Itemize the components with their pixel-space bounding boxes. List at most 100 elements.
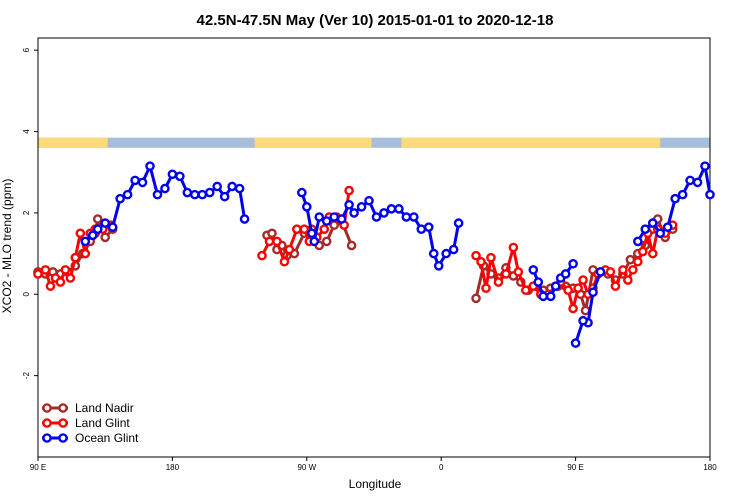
land-glint-point [638,246,648,257]
ocean-glint-point [433,261,444,271]
ocean-glint-point [655,228,666,239]
ocean-glint-point [175,171,185,182]
legend-marker [58,433,68,443]
ocean-glint-point [595,267,606,277]
ocean-glint-point [301,202,312,212]
land-glint-point [501,269,511,279]
ocean-glint-point [234,183,245,194]
legend-item-land-nadir: Land Nadir [42,401,134,415]
legend-label: Land Glint [75,416,130,430]
land-glint-point [40,265,51,275]
ocean-glint-point [394,204,404,214]
land-glint-point [344,185,354,196]
chart-title: 42.5N-47.5N May (Ver 10) 2015-01-01 to 2… [197,12,554,29]
ocean-glint-point [227,181,237,192]
land-glint-point [628,265,638,275]
land-glint-point [623,275,633,285]
legend-marker [42,403,52,413]
land-glint-point [647,248,658,259]
land-glint-point [70,252,81,263]
axes: 90 E 180 90 W 0 90 E 180 -2 0 2 4 6 [22,37,717,472]
land-glint-point [508,242,519,253]
ocean-glint-point [560,269,571,279]
land-glint-point [65,273,76,283]
x-tick-label: 180 [703,463,717,472]
ocean-glint-point [662,222,673,232]
ocean-glint-point [570,338,581,348]
ocean-glint-point [371,212,382,222]
land-nadir-point [471,293,481,304]
land-glint-point [55,277,66,287]
land-nadir-point [321,236,332,247]
ocean-glint-point [633,236,643,247]
ocean-glint-point [92,224,103,234]
x-tick-label: 0 [439,463,444,472]
land-nadir-point [329,220,339,230]
ocean-glint-point [364,195,374,206]
land-band-segment [38,137,108,148]
ocean-glint-point [309,236,320,247]
land-glint-point [521,285,531,296]
ocean-glint-point [423,222,434,232]
land-glint-point [476,256,486,267]
ocean-glint-point [239,214,250,224]
ocean-glint-point [453,218,464,228]
land-nadir-point [625,254,636,265]
ocean-glint-point [448,244,459,255]
y-tick-label: 6 [22,47,31,52]
ocean-glint-point [306,228,317,239]
x-tick-label: 90 E [567,463,583,472]
x-tick-label: 90 E [30,463,46,472]
ocean-glint-point [336,214,347,224]
land-glint-point [573,283,583,293]
ocean-glint-point [379,208,389,218]
ocean-glint-point [182,187,193,198]
ocean-glint-point [329,212,339,222]
land-nadir-point [100,232,110,243]
ocean-glint-point [344,199,354,210]
ocean-glint-point [386,204,397,214]
ocean-glint-point [152,189,163,200]
ocean-glint-point [640,224,651,234]
land-glint-point [299,224,310,234]
ocean-band [38,137,710,148]
ocean-glint-point [670,193,680,204]
ocean-glint-point [297,187,307,198]
legend-item-land-glint: Land Glint [42,416,130,430]
ocean-glint-point [528,265,539,275]
ocean-glint-point [349,208,359,218]
ocean-glint-point [705,189,715,200]
ocean-glint-point [107,222,118,232]
land-glint-point [471,250,481,261]
x-tick-label: 90 W [297,463,316,472]
land-nadir-point [580,305,591,316]
land-glint-point [80,248,91,259]
land-nadir-point [346,240,357,251]
ocean-glint-point [212,181,222,192]
ocean-glint-point [428,248,439,259]
x-axis-label: Longitude [349,477,402,491]
land-glint-point [33,269,43,279]
land-glint-point [633,256,643,267]
ocean-glint-point [685,175,695,186]
ocean-glint-point [647,218,658,228]
ocean-glint-point [137,177,148,188]
y-axis-label: XCO2 - MLO trend (ppm) [0,179,14,314]
land-ocean-band [38,137,710,148]
land-glint-point [563,285,573,296]
land-glint-point [284,244,295,255]
land-glint-point [264,236,275,247]
ocean-glint-point [533,277,544,287]
legend-item-ocean-glint: Ocean Glint [42,431,139,445]
land-glint-point [481,283,491,293]
ocean-glint-point [87,230,98,241]
series-land-nadir [33,214,678,316]
ocean-glint-point [100,218,110,228]
ocean-glint-point [122,189,133,200]
ocean-glint-point [145,161,155,171]
y-tick-label: 2 [22,210,31,215]
ocean-glint-point [409,212,419,222]
ocean-glint-point [401,212,412,222]
land-band-segment [401,137,661,148]
